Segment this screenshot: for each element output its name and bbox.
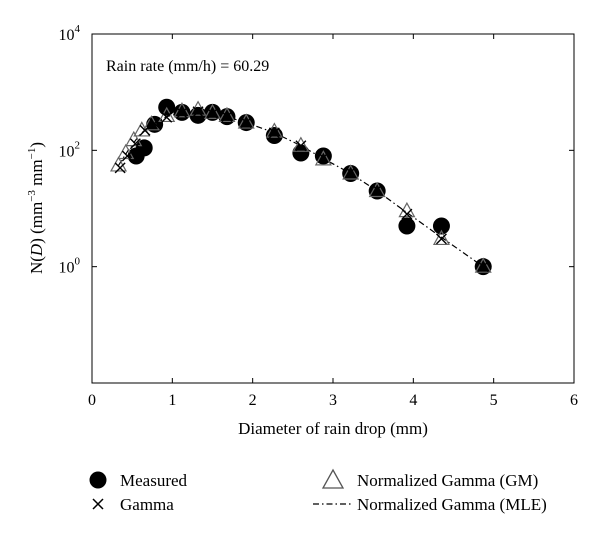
gm-point [292,136,310,152]
y-tick-label: 102 [59,139,81,160]
gm-point [109,156,128,172]
legend: Measured Gamma Normalized Gamma (GM) Nor… [89,468,547,514]
y-axis-title: N(D) (mm−3 mm−1) [26,142,46,274]
x-axis-title: Diameter of rain drop (mm) [238,419,428,438]
gm-point [265,122,283,138]
gamma-point [207,107,218,119]
gm-point [432,229,450,246]
gamma-point [114,162,126,174]
gamma-point [149,117,161,129]
x-tick-label: 0 [88,392,96,409]
legend-marker-gamma [92,498,104,510]
measured-point [204,103,221,121]
gm-point [474,257,492,273]
x-tick-label: 2 [249,392,257,409]
plot-frame [91,33,575,384]
gamma-point [268,127,280,139]
gamma-point [121,150,133,162]
gm-point [203,103,222,120]
gm-point [218,106,236,123]
y-axis-title-exp: −3 [26,190,38,202]
gamma-point [401,208,413,220]
measured-point [135,139,153,157]
gm-point [158,106,176,123]
gamma-point [221,111,233,123]
y-tick-label: 100 [59,256,81,277]
legend-label-measured: Measured [120,471,188,490]
x-tick-labels: 0 1 2 3 4 5 6 [88,392,578,409]
gamma-point [317,152,329,164]
legend-marker-gm [321,468,345,489]
y-axis-title-part: ) (mm [27,202,46,244]
gamma-point [161,111,173,123]
x-tick-label: 5 [490,392,498,409]
series-gamma [114,106,489,273]
x-tick-label: 3 [329,392,337,409]
gamma-point [345,166,357,178]
measured-point [342,164,360,182]
gamma-point [139,124,151,136]
mle-line [117,111,484,268]
legend-marker-measured [89,471,107,489]
measured-point [432,217,450,235]
gamma-point [371,184,383,196]
legend-label-mle: Normalized Gamma (MLE) [357,495,547,514]
gm-point [237,113,255,129]
axis-ticks [91,33,575,383]
gm-point [314,150,332,166]
measured-point [292,144,310,162]
gamma-point [129,138,141,150]
series-normalized-gamma-mle [117,111,484,268]
rain-rate-annotation: Rain rate (mm/h) = 60.29 [106,58,269,75]
gamma-point [295,140,307,152]
x-tick-label: 6 [570,392,578,409]
y-axis-title-part: N( [27,256,46,274]
legend-label-gamma: Gamma [120,495,174,514]
gamma-point [192,106,204,118]
gamma-point [477,261,489,273]
gm-point [368,181,386,198]
gamma-point [176,107,188,119]
gamma-point [240,117,252,129]
y-axis-title-exp: −1 [26,148,38,160]
x-tick-label: 1 [168,392,176,409]
y-axis-title-var: D [27,243,46,257]
y-tick-labels: 100 102 104 [59,23,81,277]
series-normalized-gamma-gm [109,100,492,273]
series-measured [127,98,492,276]
gamma-point [435,233,447,245]
measured-point [398,217,416,235]
x-tick-label: 4 [409,392,417,409]
legend-label-gm: Normalized Gamma (GM) [357,471,538,490]
measured-point [368,182,386,200]
y-axis-title-part: mm [27,159,46,190]
y-tick-label: 104 [59,23,81,44]
gm-point [342,164,360,180]
y-axis-title-part: ) [27,142,46,148]
